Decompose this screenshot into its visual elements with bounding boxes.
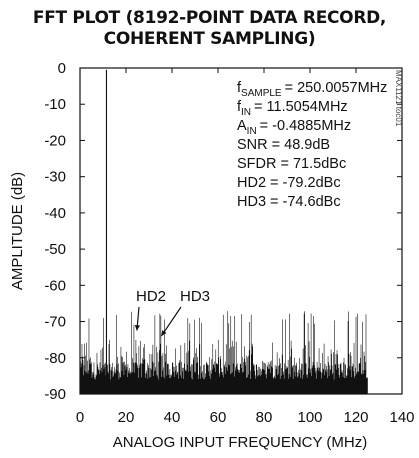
annotation-snr: SNR = 48.9dB bbox=[237, 137, 330, 153]
y-tick-label: -20 bbox=[44, 132, 66, 149]
x-tick-label: 60 bbox=[210, 409, 227, 426]
fin-base: f bbox=[237, 99, 242, 115]
x-tick-label: 40 bbox=[164, 409, 181, 426]
ain-base: A bbox=[237, 118, 247, 134]
harmonic-arrows bbox=[134, 306, 182, 337]
annotation-hd2: HD2 = -79.2dBc bbox=[237, 175, 341, 191]
y-tick-label: -60 bbox=[44, 277, 66, 294]
chart-title-line1: FFT PLOT (8192-POINT DATA RECORD, bbox=[32, 8, 387, 28]
annotation-ain: AIN = -0.4885MHz bbox=[237, 118, 351, 137]
hd2-arrow-head bbox=[134, 324, 140, 331]
y-tick-label: -80 bbox=[44, 350, 66, 367]
y-tick-label: 0 bbox=[58, 60, 66, 77]
axis-ticks bbox=[79, 67, 403, 395]
fin-value: = 11.5054MHz bbox=[254, 99, 348, 115]
x-tick-label: 120 bbox=[343, 409, 368, 426]
x-tick-label: 20 bbox=[118, 409, 135, 426]
x-axis-label: ANALOG INPUT FREQUENCY (MHz) bbox=[113, 434, 367, 451]
fin-sub: IN bbox=[241, 107, 251, 118]
annotation-hd3: HD3 = -74.6dBc bbox=[237, 194, 341, 210]
hd3-arrow bbox=[160, 306, 182, 337]
tick-labels: 0 20 40 60 80 100 120 140 0 -10 -20 -30 -40 -50 -60 -70… bbox=[44, 60, 414, 426]
ain-value: = -0.4885MHz bbox=[260, 118, 351, 134]
annotation-sfdr: SFDR = 71.5dBc bbox=[237, 156, 346, 172]
fsample-value: = 250.0057MHz bbox=[285, 80, 388, 96]
hd3-label: HD3 bbox=[180, 288, 210, 305]
x-tick-label: 140 bbox=[389, 409, 414, 426]
hd3-arrow-head bbox=[161, 330, 167, 337]
annotation-fin: fIN = 11.5054MHz bbox=[237, 99, 348, 118]
ain-sub: IN bbox=[247, 126, 257, 137]
fsample-sub: SAMPLE bbox=[241, 88, 282, 99]
x-tick-label: 100 bbox=[297, 409, 322, 426]
y-tick-label: -10 bbox=[44, 96, 66, 113]
annotation-fsample: fSAMPLE = 250.0057MHz bbox=[237, 80, 387, 99]
fsample-base: f bbox=[237, 80, 242, 96]
y-axis-label: AMPLITUDE (dB) bbox=[9, 172, 26, 290]
hd2-label: HD2 bbox=[136, 288, 166, 305]
y-tick-label: -40 bbox=[44, 205, 66, 222]
y-tick-label: -30 bbox=[44, 169, 66, 186]
x-tick-label: 80 bbox=[256, 409, 273, 426]
x-tick-label: 0 bbox=[76, 409, 84, 426]
y-tick-label: -50 bbox=[44, 241, 66, 258]
figure-id-watermark: MAX1121 toc01 bbox=[394, 70, 403, 127]
noise-floor-series bbox=[79, 311, 368, 394]
y-tick-label: -90 bbox=[44, 386, 66, 403]
y-tick-label: -70 bbox=[44, 314, 66, 331]
chart-title-line2: COHERENT SAMPLING) bbox=[103, 29, 316, 49]
noise-floor-path bbox=[79, 311, 368, 394]
